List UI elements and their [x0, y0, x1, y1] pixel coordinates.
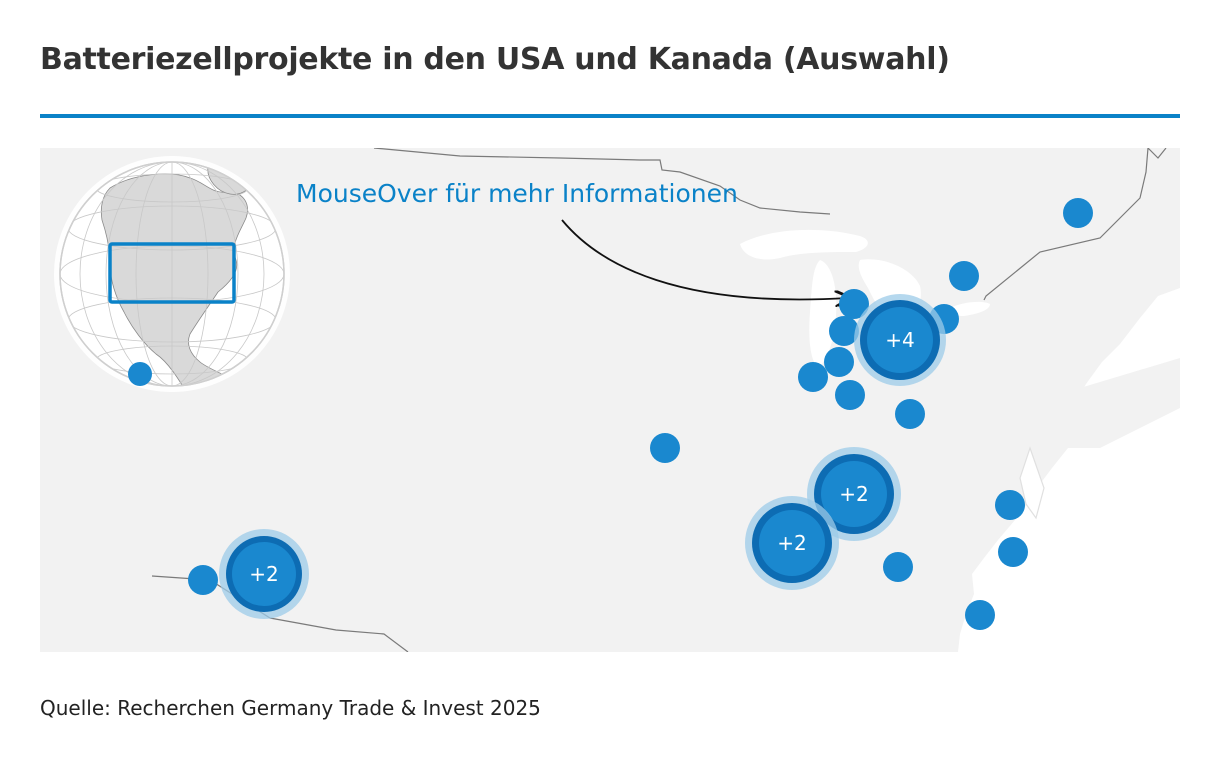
- coast-bay: [1019, 446, 1045, 520]
- project-marker[interactable]: [1063, 198, 1093, 228]
- cluster-count-label: +2: [249, 562, 278, 586]
- project-marker[interactable]: [188, 565, 218, 595]
- cluster-count-label: +4: [885, 328, 914, 352]
- cluster-southwest[interactable]: +2: [219, 529, 309, 619]
- chart-title: Batteriezellprojekte in den USA und Kana…: [40, 42, 950, 77]
- project-map: MouseOver für mehr Informationen: [40, 148, 1180, 652]
- us-canada-border: [373, 148, 831, 215]
- hint-arrow: [561, 219, 848, 299]
- project-marker[interactable]: [835, 380, 865, 410]
- inset-globe: [54, 156, 290, 392]
- lake-ontario: [949, 301, 990, 316]
- cluster-tennessee[interactable]: +2: [745, 496, 839, 590]
- source-note: Quelle: Recherchen Germany Trade & Inves…: [40, 696, 541, 720]
- cluster-count-label: +2: [777, 531, 806, 555]
- project-marker[interactable]: [650, 433, 680, 463]
- lake-michigan: [809, 260, 837, 368]
- project-marker[interactable]: [829, 316, 859, 346]
- atlantic-inlet: [1040, 358, 1180, 448]
- us-canada-border-maine: [1147, 148, 1167, 159]
- project-marker[interactable]: [128, 362, 152, 386]
- us-canada-border-east: [983, 148, 1149, 301]
- cluster-count-label: +2: [839, 482, 868, 506]
- project-markers: [128, 198, 1093, 630]
- cluster-great-lakes[interactable]: +4: [854, 294, 946, 386]
- globe-extent-frame: [108, 242, 236, 304]
- project-marker[interactable]: [895, 399, 925, 429]
- project-marker[interactable]: [949, 261, 979, 291]
- project-marker[interactable]: [883, 552, 913, 582]
- project-marker[interactable]: [839, 289, 869, 319]
- project-marker[interactable]: [798, 362, 828, 392]
- cluster-kentucky[interactable]: +2: [807, 447, 901, 541]
- project-marker[interactable]: [965, 600, 995, 630]
- project-marker[interactable]: [998, 537, 1028, 567]
- lake-superior: [740, 229, 868, 260]
- mouseover-hint: MouseOver für mehr Informationen: [296, 179, 738, 208]
- title-rule: [40, 114, 1180, 118]
- project-marker[interactable]: [995, 490, 1025, 520]
- project-marker[interactable]: [824, 347, 854, 377]
